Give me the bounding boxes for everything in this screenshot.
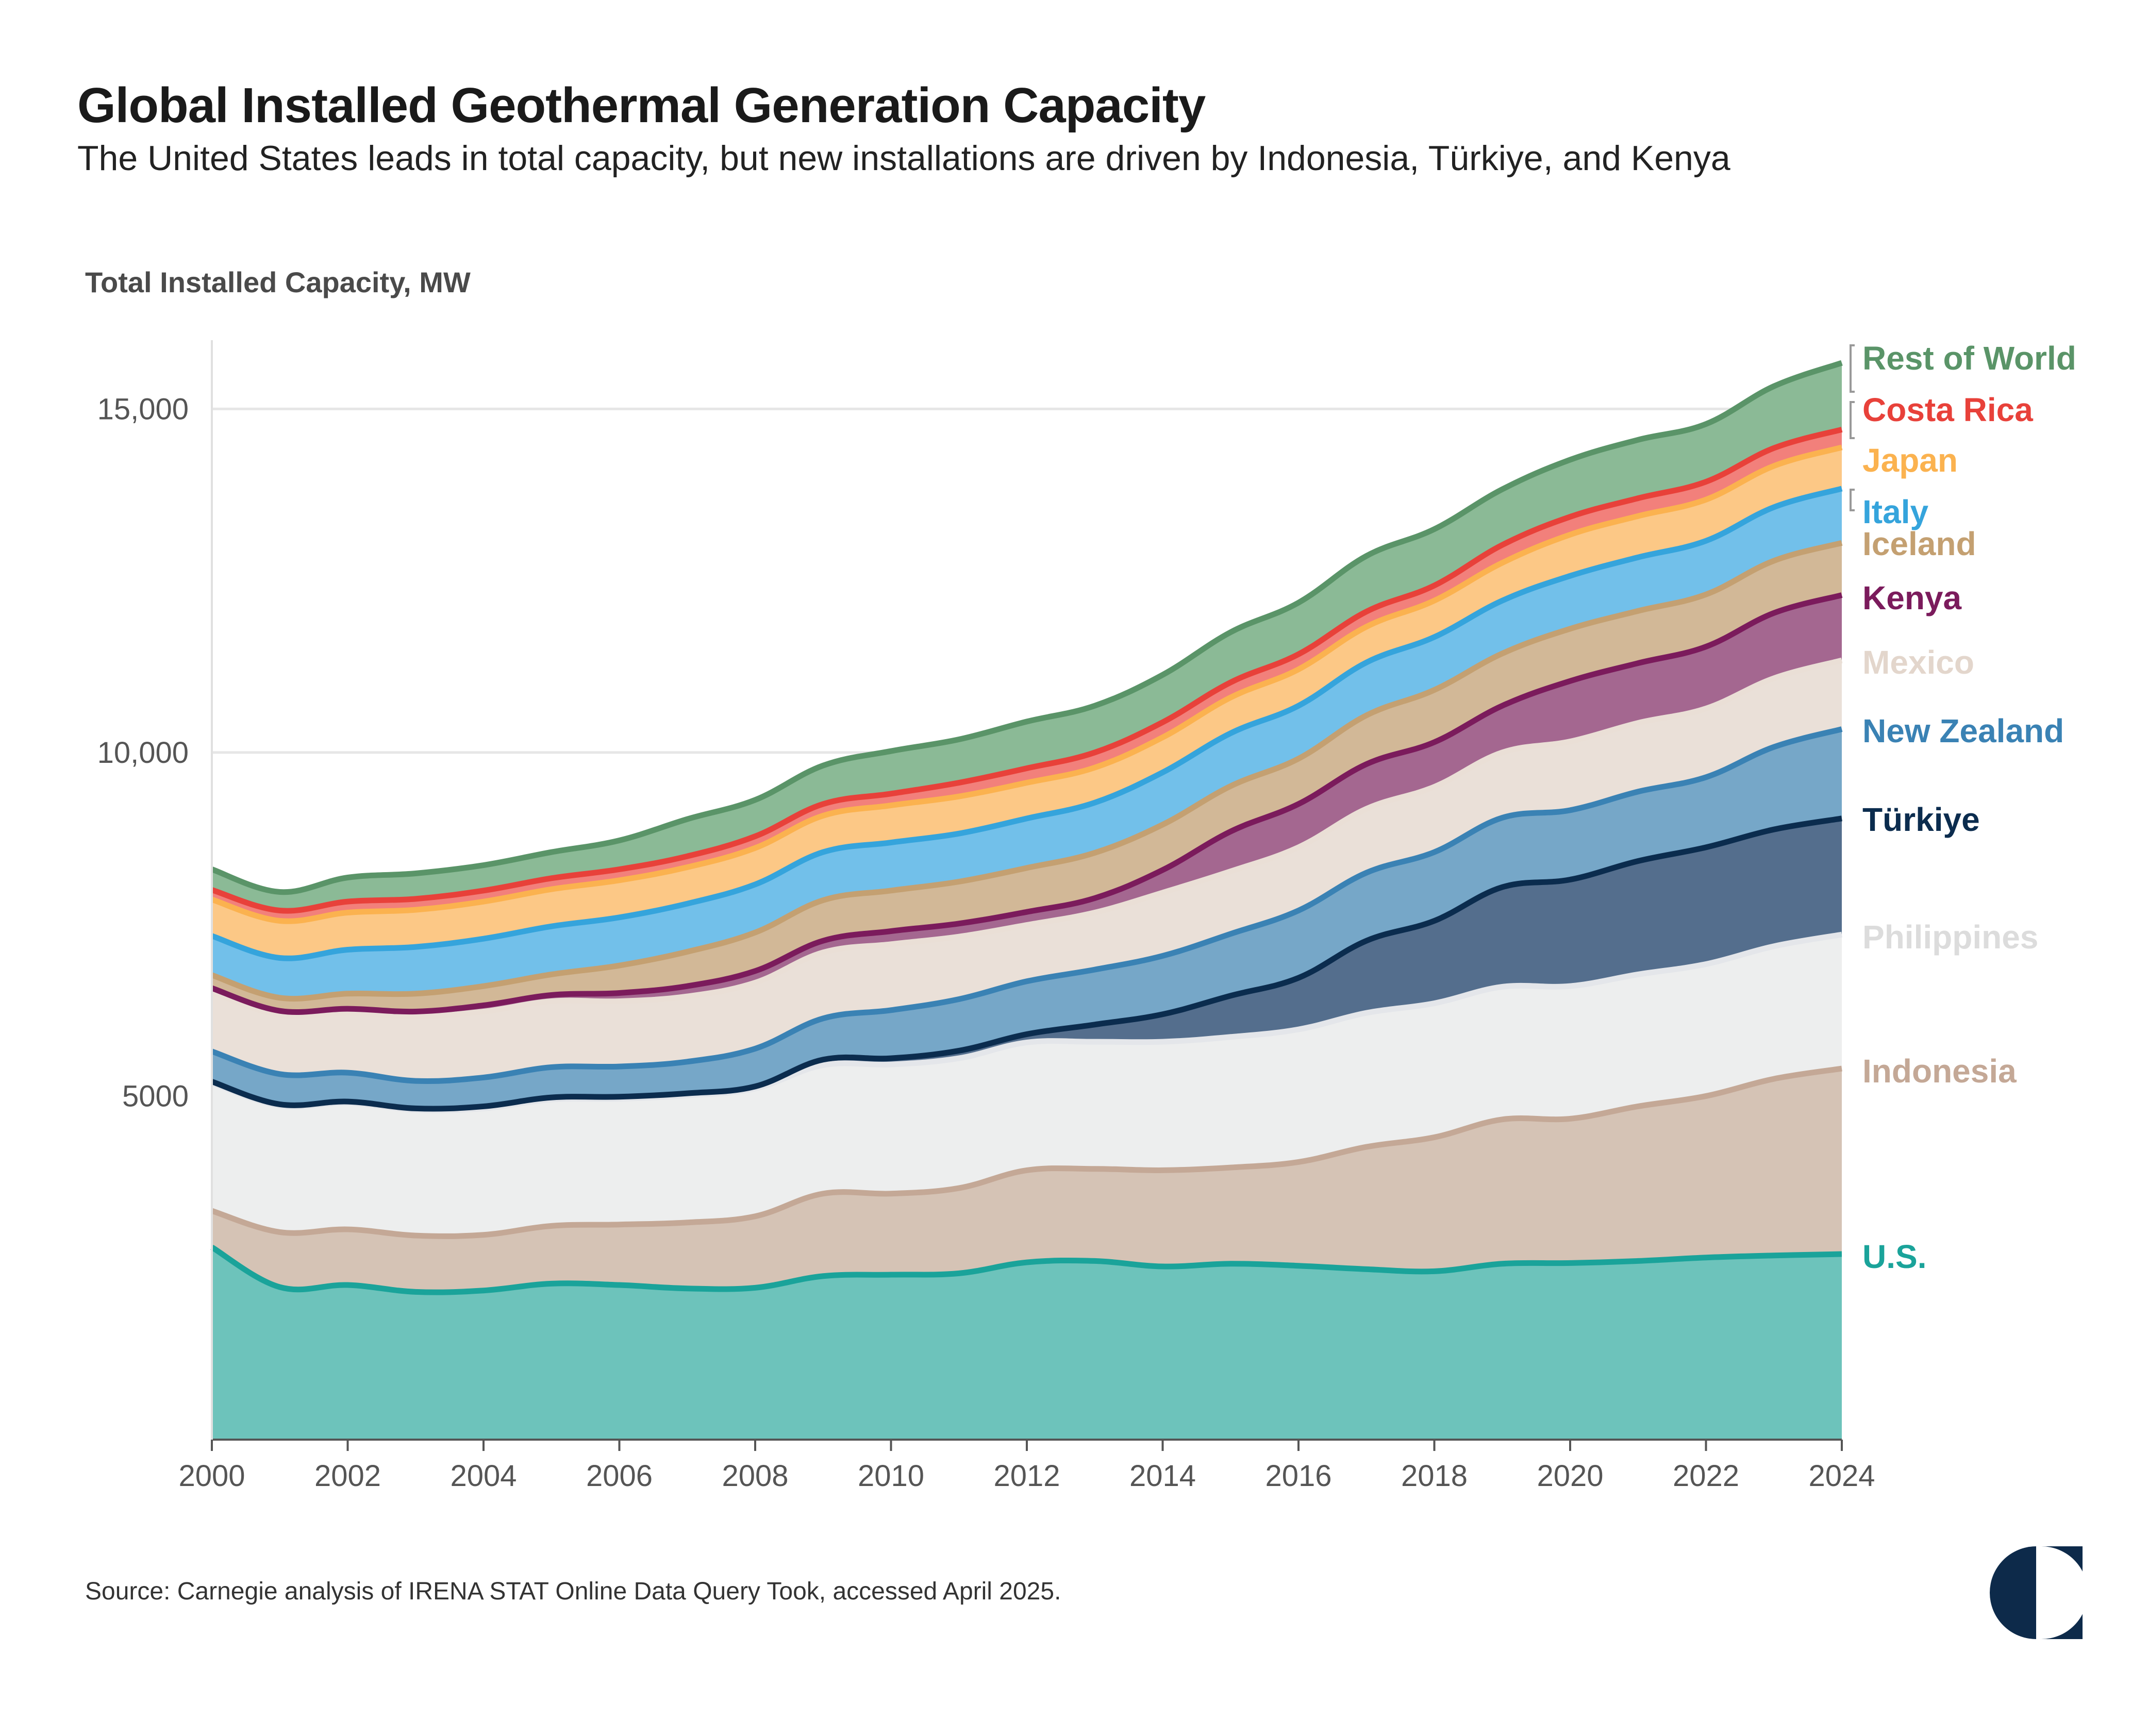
x-tick-label: 2012 [993,1459,1060,1493]
x-tick-label: 2008 [722,1459,788,1493]
line-rest-of-world [211,360,1843,895]
series-label-u-s: U.S. [1862,1238,1926,1275]
series-label-new-zealand: New Zealand [1862,712,2064,749]
line-iceland [211,540,1843,1002]
x-tick-label: 2022 [1673,1459,1739,1493]
series-label-indonesia: Indonesia [1862,1053,2017,1090]
area-mexico [212,660,1842,1081]
y-tick-label: 10,000 [97,736,189,770]
x-tick-label: 2024 [1808,1459,1875,1493]
line-new-zealand [211,726,1843,1084]
y-tick-label: 5000 [122,1079,189,1113]
series-label-rest-of-world: Rest of World [1862,340,2076,377]
area-philippines [212,934,1842,1237]
x-tick-label: 2000 [178,1459,245,1493]
area-turkiye [212,818,1842,1111]
label-leader-bracket [1850,489,1855,511]
series-labels: U.S. Indonesia Philippines Türkiye New Zeala… [1850,340,2076,1275]
series-label-kenya: Kenya [1862,579,1962,616]
area-indonesia [212,1069,1842,1293]
x-tick-label: 2014 [1129,1459,1196,1493]
line-turkiye [211,815,1842,1112]
line-indonesia [211,1065,1842,1239]
source-note: Source: Carnegie analysis of IRENA STAT … [85,1578,1061,1605]
series-label-mexico: Mexico [1862,644,1974,681]
x-tick-label: 2006 [586,1459,653,1493]
line-costa-rica [211,426,1843,914]
series-label-iceland: Iceland [1862,525,1976,562]
axes: 5000 10,000 15,000 2000 2002 2004 2006 2008 2010… [97,340,1875,1493]
x-tick-label: 2018 [1401,1459,1468,1493]
x-tick-label: 2020 [1537,1459,1603,1493]
label-leader-bracket [1850,344,1855,393]
series-label-japan: Japan [1862,442,1958,479]
series-lines [210,360,1843,1295]
line-u-s [210,1244,1842,1295]
carnegie-logo [1990,1546,2085,1639]
series-label-italy: Italy [1862,493,1928,530]
x-tick-label: 2002 [314,1459,381,1493]
line-mexico [211,657,1843,1020]
chart-subtitle: The United States leads in total capacit… [77,139,1730,178]
y-tick-label: 15,000 [97,392,189,426]
y-axis-title: Total Installed Capacity, MW [85,266,471,298]
line-kenya [211,592,1843,1015]
line-japan [211,444,1843,924]
x-tick-label: 2010 [858,1459,924,1493]
area-u-s [212,1247,1842,1440]
series-label-costa-rica: Costa Rica [1862,391,2033,428]
label-leader-bracket [1850,401,1855,439]
series-label-philippines: Philippines [1862,919,2038,956]
x-tick-label: 2016 [1265,1459,1331,1493]
series-label-turkiye: Türkiye [1862,801,1980,838]
chart-title: Global Installed Geothermal Generation C… [77,78,1206,133]
x-tick-label: 2004 [450,1459,517,1493]
line-italy [211,486,1843,961]
